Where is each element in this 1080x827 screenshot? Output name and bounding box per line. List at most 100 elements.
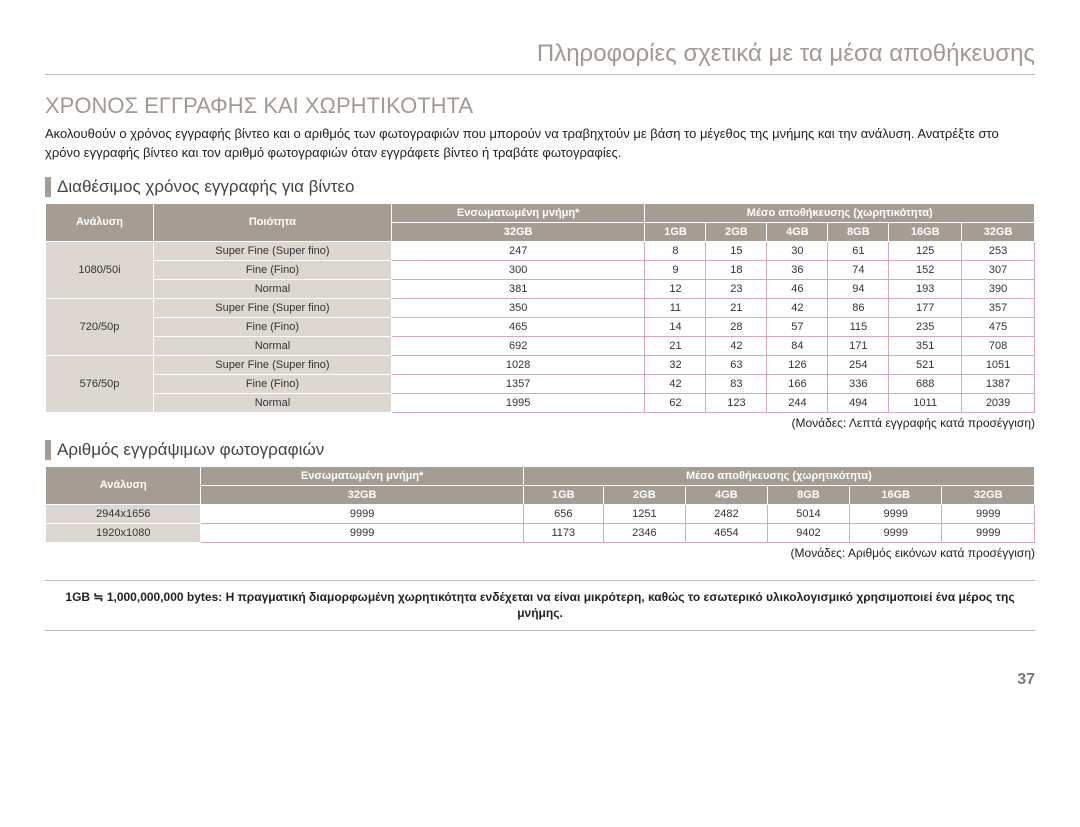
capacity-header: 4GB — [685, 485, 767, 504]
quality-cell: Normal — [154, 336, 392, 355]
value-cell: 152 — [889, 260, 962, 279]
footnote: 1GB ≒ 1,000,000,000 bytes: Η πραγματική … — [45, 580, 1035, 632]
accent-bar — [45, 177, 51, 197]
value-cell: 8 — [645, 241, 706, 260]
col-builtin: Ενσωματωμένη μνήμη* — [201, 466, 523, 485]
col-quality: Ποιότητα — [154, 203, 392, 241]
value-cell: 390 — [962, 279, 1035, 298]
value-cell: 336 — [828, 374, 889, 393]
table-row: 720/50pSuper Fine (Super fino)3501121428… — [46, 298, 1035, 317]
resolution-cell: 2944x1656 — [46, 504, 201, 523]
quality-cell: Fine (Fino) — [154, 260, 392, 279]
value-cell: 688 — [889, 374, 962, 393]
value-cell: 9999 — [849, 504, 942, 523]
value-cell: 494 — [828, 393, 889, 412]
value-cell: 2039 — [962, 393, 1035, 412]
table-row: 1920x10809999117323464654940299999999 — [46, 523, 1035, 542]
value-cell: 42 — [767, 298, 828, 317]
video-subheading: Διαθέσιμος χρόνος εγγραφής για βίντεο — [45, 177, 1035, 197]
value-cell: 94 — [828, 279, 889, 298]
value-cell: 2346 — [603, 523, 685, 542]
col-resolution: Ανάλυση — [46, 466, 201, 504]
value-cell: 83 — [706, 374, 767, 393]
value-cell: 1173 — [523, 523, 603, 542]
col-builtin: Ενσωματωμένη μνήμη* — [391, 203, 645, 222]
capacity-header: 8GB — [828, 222, 889, 241]
value-cell: 1387 — [962, 374, 1035, 393]
resolution-cell: 576/50p — [46, 355, 154, 412]
value-cell: 9999 — [849, 523, 942, 542]
table-row: Fine (Fino)3009183674152307 — [46, 260, 1035, 279]
value-cell: 171 — [828, 336, 889, 355]
value-cell: 86 — [828, 298, 889, 317]
value-cell: 708 — [962, 336, 1035, 355]
col-resolution: Ανάλυση — [46, 203, 154, 241]
value-cell: 1028 — [391, 355, 645, 374]
top-title: Πληροφορίες σχετικά με τα μέσα αποθήκευσ… — [45, 40, 1035, 75]
value-cell: 254 — [828, 355, 889, 374]
quality-cell: Fine (Fino) — [154, 317, 392, 336]
capacity-header: 2GB — [603, 485, 685, 504]
capacity-header: 8GB — [767, 485, 849, 504]
value-cell: 23 — [706, 279, 767, 298]
value-cell: 692 — [391, 336, 645, 355]
value-cell: 235 — [889, 317, 962, 336]
video-subheading-text: Διαθέσιμος χρόνος εγγραφής για βίντεο — [57, 177, 354, 197]
col-media: Μέσο αποθήκευσης (χωρητικότητα) — [645, 203, 1035, 222]
value-cell: 30 — [767, 241, 828, 260]
value-cell: 63 — [706, 355, 767, 374]
quality-cell: Normal — [154, 279, 392, 298]
value-cell: 126 — [767, 355, 828, 374]
quality-cell: Fine (Fino) — [154, 374, 392, 393]
value-cell: 4654 — [685, 523, 767, 542]
table-row: Normal19956212324449410112039 — [46, 393, 1035, 412]
value-cell: 21 — [645, 336, 706, 355]
value-cell: 42 — [706, 336, 767, 355]
capacity-header: 1GB — [523, 485, 603, 504]
table-row: 576/50pSuper Fine (Super fino)1028326312… — [46, 355, 1035, 374]
value-cell: 351 — [889, 336, 962, 355]
value-cell: 1251 — [603, 504, 685, 523]
value-cell: 36 — [767, 260, 828, 279]
table-row: Normal38112234694193390 — [46, 279, 1035, 298]
accent-bar — [45, 440, 51, 460]
value-cell: 475 — [962, 317, 1035, 336]
value-cell: 5014 — [767, 504, 849, 523]
intro-text: Ακολουθούν ο χρόνος εγγραφής βίντεο και … — [45, 125, 1035, 163]
capacity-header: 2GB — [706, 222, 767, 241]
value-cell: 125 — [889, 241, 962, 260]
value-cell: 177 — [889, 298, 962, 317]
value-cell: 9999 — [942, 504, 1035, 523]
value-cell: 84 — [767, 336, 828, 355]
value-cell: 115 — [828, 317, 889, 336]
value-cell: 465 — [391, 317, 645, 336]
value-cell: 9999 — [201, 504, 523, 523]
value-cell: 300 — [391, 260, 645, 279]
value-cell: 9999 — [201, 523, 523, 542]
quality-cell: Super Fine (Super fino) — [154, 241, 392, 260]
section-title: ΧΡΟΝΟΣ ΕΓΓΡΑΦΗΣ ΚΑΙ ΧΩΡΗΤΙΚΟΤΗΤΑ — [45, 93, 1035, 119]
value-cell: 166 — [767, 374, 828, 393]
value-cell: 14 — [645, 317, 706, 336]
value-cell: 74 — [828, 260, 889, 279]
resolution-cell: 720/50p — [46, 298, 154, 355]
value-cell: 656 — [523, 504, 603, 523]
value-cell: 15 — [706, 241, 767, 260]
capacity-header: 32GB — [201, 485, 523, 504]
value-cell: 193 — [889, 279, 962, 298]
col-media: Μέσο αποθήκευσης (χωρητικότητα) — [523, 466, 1034, 485]
value-cell: 253 — [962, 241, 1035, 260]
value-cell: 521 — [889, 355, 962, 374]
value-cell: 61 — [828, 241, 889, 260]
quality-cell: Super Fine (Super fino) — [154, 298, 392, 317]
photo-subheading: Αριθμός εγγράψιμων φωτογραφιών — [45, 440, 1035, 460]
value-cell: 42 — [645, 374, 706, 393]
photo-subheading-text: Αριθμός εγγράψιμων φωτογραφιών — [57, 440, 324, 460]
value-cell: 18 — [706, 260, 767, 279]
value-cell: 2482 — [685, 504, 767, 523]
resolution-cell: 1920x1080 — [46, 523, 201, 542]
photo-units: (Μονάδες: Αριθμός εικόνων κατά προσέγγισ… — [45, 546, 1035, 560]
value-cell: 12 — [645, 279, 706, 298]
value-cell: 9402 — [767, 523, 849, 542]
value-cell: 1995 — [391, 393, 645, 412]
